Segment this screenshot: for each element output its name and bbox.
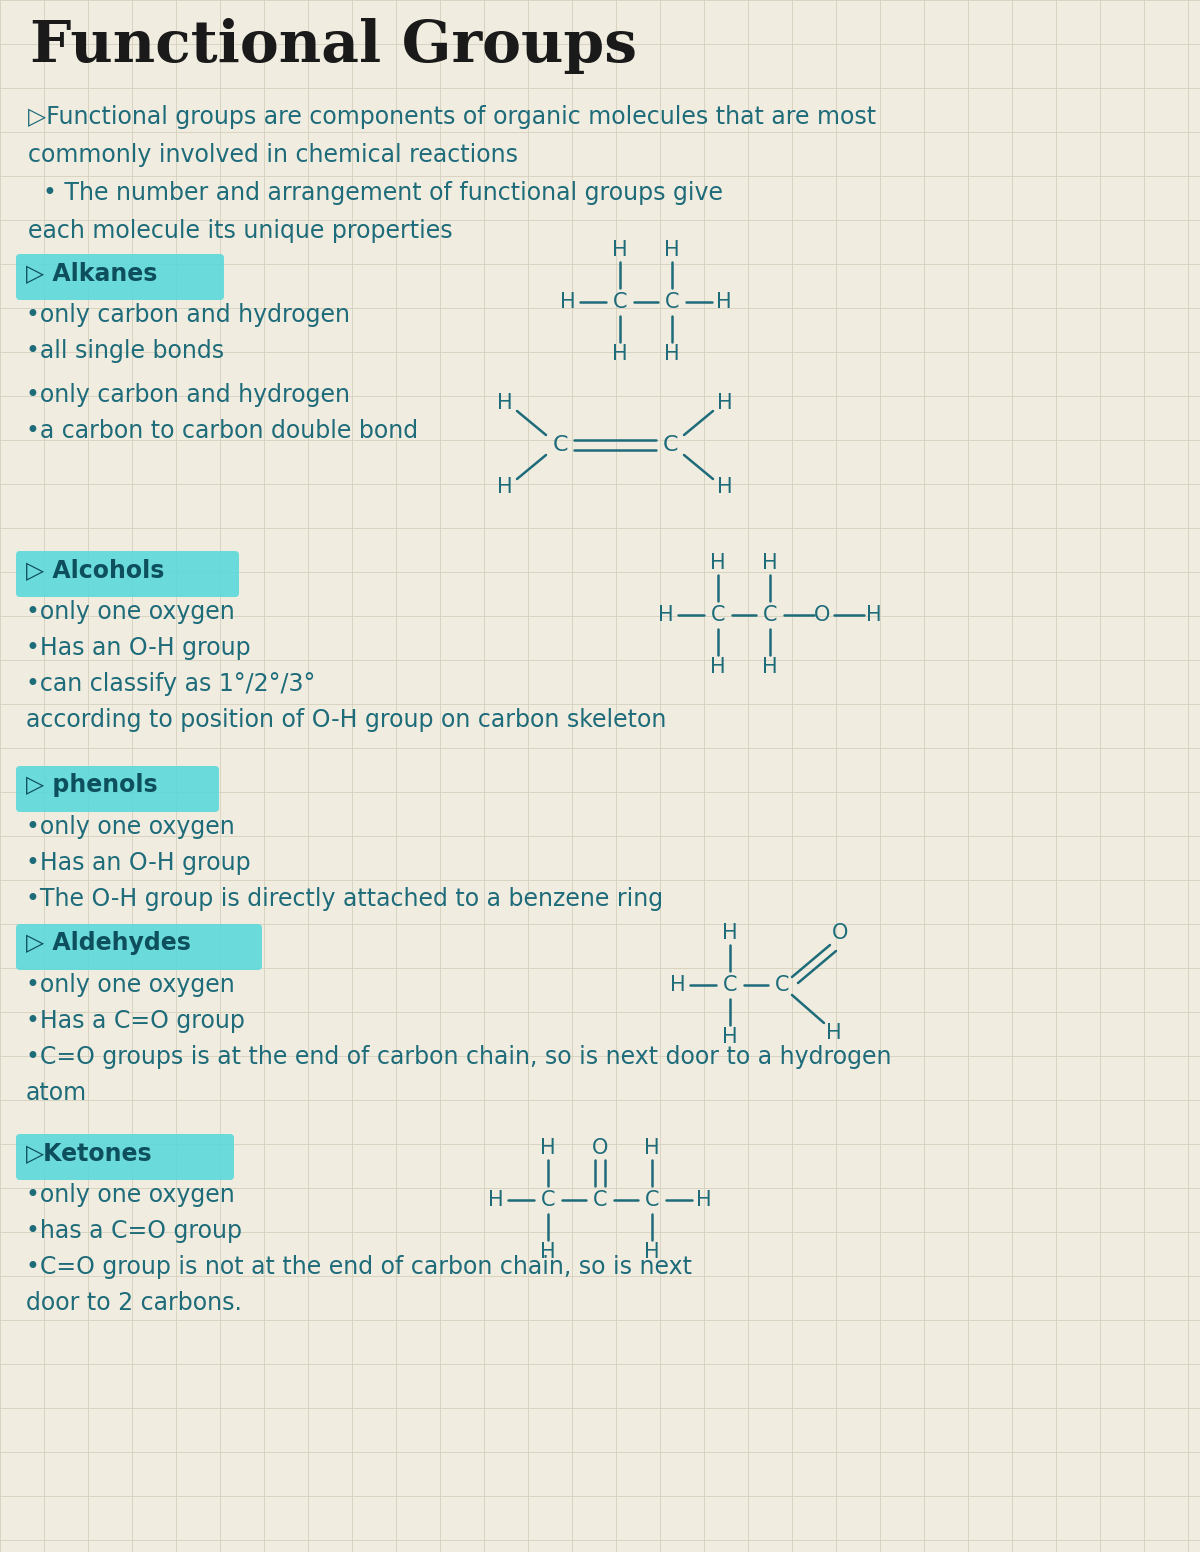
Text: •only one oxygen: •only one oxygen — [26, 601, 235, 624]
Text: H: H — [658, 605, 674, 625]
Text: C: C — [593, 1190, 607, 1211]
Text: •C=O groups is at the end of carbon chain, so is next door to a hydrogen: •C=O groups is at the end of carbon chai… — [26, 1044, 892, 1069]
Text: H: H — [716, 292, 732, 312]
FancyBboxPatch shape — [16, 551, 239, 598]
Text: •has a C=O group: •has a C=O group — [26, 1218, 242, 1243]
Text: C: C — [775, 975, 790, 995]
Text: O: O — [832, 923, 848, 944]
Text: door to 2 carbons.: door to 2 carbons. — [26, 1291, 242, 1315]
Text: ▷ Alcohols: ▷ Alcohols — [26, 559, 164, 582]
Text: H: H — [696, 1190, 712, 1211]
Text: atom: atom — [26, 1082, 88, 1105]
Text: C: C — [613, 292, 628, 312]
Text: H: H — [718, 476, 733, 497]
Text: •The O-H group is directly attached to a benzene ring: •The O-H group is directly attached to a… — [26, 888, 664, 911]
Text: H: H — [762, 656, 778, 677]
Text: ▷Functional groups are components of organic molecules that are most: ▷Functional groups are components of org… — [28, 106, 876, 129]
Text: •Has a C=O group: •Has a C=O group — [26, 1009, 245, 1034]
Text: ▷ phenols: ▷ phenols — [26, 773, 157, 798]
Text: commonly involved in chemical reactions: commonly involved in chemical reactions — [28, 143, 518, 168]
FancyBboxPatch shape — [16, 1135, 234, 1180]
Text: •only carbon and hydrogen: •only carbon and hydrogen — [26, 383, 350, 407]
Text: H: H — [644, 1242, 660, 1262]
Text: H: H — [497, 476, 512, 497]
Text: H: H — [762, 553, 778, 573]
FancyBboxPatch shape — [16, 767, 220, 812]
Text: H: H — [664, 241, 680, 261]
Text: •only one oxygen: •only one oxygen — [26, 815, 235, 840]
Text: H: H — [826, 1023, 842, 1043]
Text: ▷ Aldehydes: ▷ Aldehydes — [26, 931, 191, 954]
Text: H: H — [710, 553, 726, 573]
Text: C: C — [710, 605, 725, 625]
Text: H: H — [722, 1027, 738, 1048]
Text: each molecule its unique properties: each molecule its unique properties — [28, 219, 452, 244]
Text: H: H — [488, 1190, 504, 1211]
Text: C: C — [722, 975, 737, 995]
Text: H: H — [612, 241, 628, 261]
Text: H: H — [664, 345, 680, 365]
Text: H: H — [612, 345, 628, 365]
Text: O: O — [592, 1138, 608, 1158]
Text: according to position of O-H group on carbon skeleton: according to position of O-H group on ca… — [26, 708, 666, 733]
Text: H: H — [540, 1138, 556, 1158]
Text: C: C — [552, 435, 568, 455]
Text: H: H — [670, 975, 686, 995]
Text: H: H — [560, 292, 576, 312]
Text: C: C — [644, 1190, 659, 1211]
Text: •all single bonds: •all single bonds — [26, 338, 224, 363]
Text: H: H — [540, 1242, 556, 1262]
Text: • The number and arrangement of functional groups give: • The number and arrangement of function… — [28, 182, 722, 205]
Text: •only one oxygen: •only one oxygen — [26, 973, 235, 996]
FancyBboxPatch shape — [16, 255, 224, 300]
Text: H: H — [866, 605, 882, 625]
Text: •C=O group is not at the end of carbon chain, so is next: •C=O group is not at the end of carbon c… — [26, 1256, 692, 1279]
Text: C: C — [541, 1190, 556, 1211]
Text: •Has an O-H group: •Has an O-H group — [26, 636, 251, 660]
Text: •Has an O-H group: •Has an O-H group — [26, 850, 251, 875]
FancyBboxPatch shape — [16, 923, 262, 970]
Text: H: H — [710, 656, 726, 677]
Text: H: H — [722, 923, 738, 944]
Text: H: H — [644, 1138, 660, 1158]
Text: •only one oxygen: •only one oxygen — [26, 1183, 235, 1207]
Text: C: C — [662, 435, 678, 455]
Text: Functional Groups: Functional Groups — [30, 19, 637, 74]
Text: •only carbon and hydrogen: •only carbon and hydrogen — [26, 303, 350, 327]
Text: ▷ Alkanes: ▷ Alkanes — [26, 261, 157, 286]
Text: H: H — [718, 393, 733, 413]
Text: C: C — [665, 292, 679, 312]
Text: C: C — [763, 605, 778, 625]
Text: •a carbon to carbon double bond: •a carbon to carbon double bond — [26, 419, 418, 442]
Text: H: H — [497, 393, 512, 413]
Text: •can classify as 1°/2°/3°: •can classify as 1°/2°/3° — [26, 672, 316, 695]
Text: O: O — [814, 605, 830, 625]
Text: ▷Ketones: ▷Ketones — [26, 1141, 152, 1166]
